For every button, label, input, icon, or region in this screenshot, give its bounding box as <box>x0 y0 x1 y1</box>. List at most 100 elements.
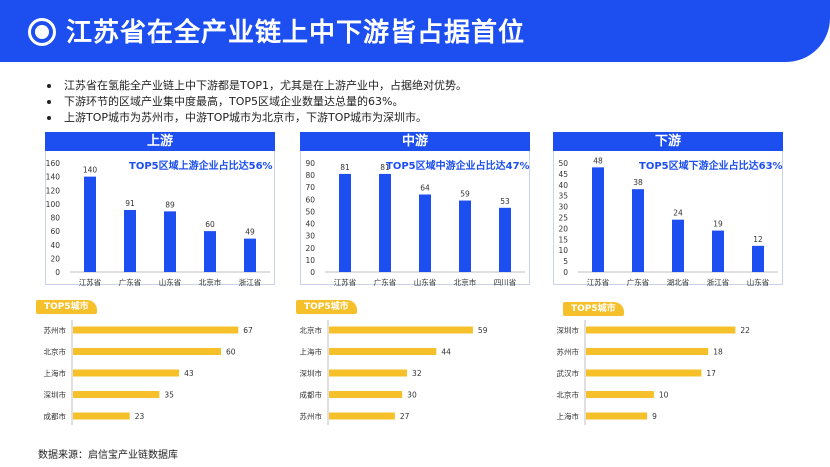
y-tick-label: 苏州市 <box>44 325 67 335</box>
data-label: 64 <box>420 183 430 192</box>
bar <box>329 369 408 377</box>
data-label: 10 <box>659 391 669 400</box>
x-tick-label: 山东省 <box>747 277 770 287</box>
y-tick-label: 40 <box>558 181 568 190</box>
page-title: 江苏省在全产业链上中下游皆占据首位 <box>66 18 526 48</box>
x-tick-label: 四川省 <box>494 277 517 287</box>
x-tick-label: 北京市 <box>454 277 477 287</box>
y-tick-label: 25 <box>558 214 568 223</box>
top5-city-chart-midstream: 北京市 59 上海市 44 深圳市 32 成都市 30 苏州市 27 <box>300 320 488 425</box>
summary-list: 江苏省在氢能全产业链上中下游都是TOP1，尤其是在上游产业中，占据绝对优势。 下… <box>44 78 467 126</box>
bar <box>586 391 654 398</box>
y-tick-label: 100 <box>46 200 61 209</box>
summary-bullet: 上游TOP城市为苏州市，中游TOP城市为北京市，下游TOP城市为深圳市。 <box>44 110 467 126</box>
y-tick-label: 15 <box>558 235 568 244</box>
y-tick-label: 成都市 <box>44 411 67 421</box>
bar-chart-upstream: 0 20 40 60 80 100 120 140 160 140 江苏省 91 广东省 89 山东省 60 北… <box>46 159 270 287</box>
x-tick-label: 北京市 <box>199 277 222 287</box>
data-label: 32 <box>412 369 422 378</box>
bar <box>73 412 130 420</box>
y-tick-label: 深圳市 <box>300 368 323 378</box>
y-tick-label: 30 <box>558 203 568 212</box>
y-tick-label: 20 <box>558 224 568 233</box>
panel-frame <box>45 132 275 285</box>
panel-frame <box>300 132 530 285</box>
data-label: 22 <box>740 326 750 335</box>
data-label: 17 <box>706 369 716 378</box>
y-tick-label: 70 <box>305 183 315 192</box>
y-tick-label: 20 <box>305 244 315 253</box>
bar <box>329 326 473 334</box>
x-tick-label: 江苏省 <box>79 277 102 287</box>
bar <box>124 210 136 272</box>
x-tick-label: 广东省 <box>627 277 650 287</box>
x-tick-label: 山东省 <box>414 277 437 287</box>
data-label: 59 <box>478 326 488 335</box>
data-label: 60 <box>226 348 236 357</box>
data-label: 81 <box>380 163 390 172</box>
y-tick-label: 120 <box>46 186 61 195</box>
data-label: 23 <box>135 412 145 421</box>
x-tick-label: 广东省 <box>374 277 397 287</box>
summary-bullet: 下游环节的区域产业集中度最高，TOP5区域企业数量达总量的63%。 <box>44 94 467 110</box>
y-tick-label: 武汉市 <box>557 368 580 378</box>
top5-city-chart-upstream: 苏州市 67 北京市 60 上海市 43 深圳市 35 成都市 23 <box>44 320 253 425</box>
data-label: 67 <box>243 326 253 335</box>
bar <box>73 326 239 334</box>
panel-stat: TOP5区域下游企业占比达63% <box>639 161 783 172</box>
bar <box>586 412 648 420</box>
top5-city-tag: TOP5城市 <box>563 302 624 316</box>
bar <box>164 211 176 272</box>
y-tick-label: 苏州市 <box>300 411 323 421</box>
bar <box>499 207 511 272</box>
bar <box>712 230 724 272</box>
x-tick-label: 山东省 <box>159 277 182 287</box>
panel-title: 下游 <box>553 132 783 151</box>
bar <box>586 348 709 355</box>
y-tick-label: 10 <box>305 256 315 265</box>
y-tick-label: 北京市 <box>557 390 580 400</box>
panel-stat: TOP5区域中游企业占比达47% <box>386 161 530 172</box>
bar <box>339 173 351 272</box>
header-banner: 江苏省在全产业链上中下游皆占据首位 <box>0 0 830 62</box>
data-label: 35 <box>164 391 174 400</box>
y-tick-label: 60 <box>50 227 60 236</box>
y-tick-label: 50 <box>305 207 315 216</box>
y-tick-label: 80 <box>50 214 60 223</box>
bar-chart-midstream: 0 10 20 30 40 50 60 70 80 90 81 江苏省 81 广东省 64 山东省 59 北京市 5… <box>305 159 525 287</box>
y-tick-label: 160 <box>46 159 61 168</box>
y-tick-label: 90 <box>305 159 315 168</box>
x-tick-label: 江苏省 <box>587 277 610 287</box>
y-tick-label: 深圳市 <box>44 390 67 400</box>
x-tick-label: 湖北省 <box>667 277 690 287</box>
y-tick-label: 北京市 <box>44 347 67 357</box>
y-tick-label: 80 <box>305 171 315 180</box>
circle-icon <box>28 18 56 46</box>
bar <box>204 231 216 272</box>
y-tick-label: 成都市 <box>300 390 323 400</box>
data-label: 81 <box>340 163 350 172</box>
bar <box>329 412 395 420</box>
bar <box>592 167 604 272</box>
y-tick-label: 北京市 <box>300 325 323 335</box>
bar <box>459 200 471 272</box>
data-label: 19 <box>713 220 723 229</box>
data-label: 89 <box>165 200 175 209</box>
y-tick-label: 上海市 <box>44 368 67 378</box>
bar <box>419 194 431 272</box>
data-label: 49 <box>245 228 255 237</box>
panel-title: 中游 <box>300 132 530 151</box>
y-tick-label: 45 <box>558 170 568 179</box>
y-tick-label: 苏州市 <box>557 347 580 357</box>
top5-city-tag: TOP5城市 <box>296 300 357 314</box>
data-label: 91 <box>125 199 135 208</box>
bar <box>586 326 736 334</box>
data-label: 24 <box>673 209 683 218</box>
bar <box>73 348 221 355</box>
data-label: 30 <box>407 391 417 400</box>
data-label: 12 <box>753 235 763 244</box>
panel-stat: TOP5区域上游企业占比达56% <box>129 161 273 172</box>
data-label: 53 <box>500 197 510 206</box>
bar <box>672 219 684 272</box>
